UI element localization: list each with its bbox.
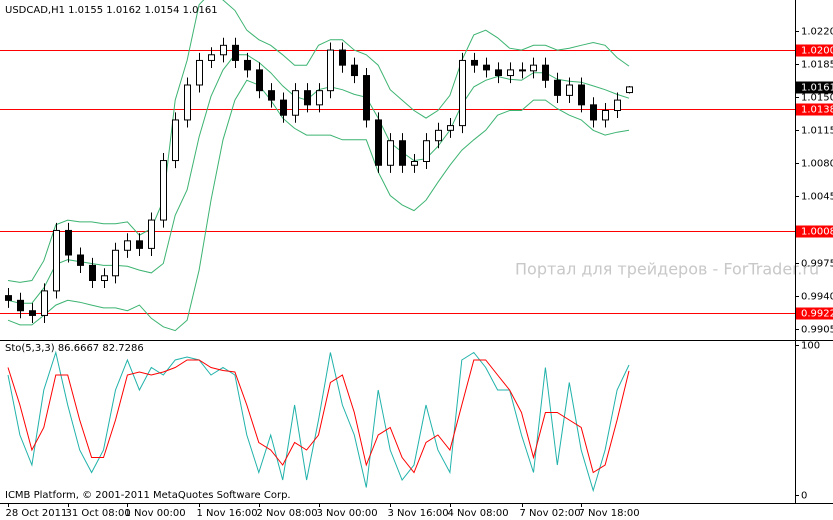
y-tick-label: 0.9940	[801, 292, 833, 303]
y-tick-label: 1.0150	[801, 93, 833, 104]
candle-body	[339, 49, 346, 66]
candle-body	[77, 254, 84, 266]
y-tick-label: 1.0185	[801, 60, 833, 71]
candle-body	[53, 229, 60, 292]
candle-body	[65, 229, 72, 256]
y-tick-label: 1.0115	[801, 126, 833, 137]
candle-body	[148, 219, 155, 249]
candle-body	[614, 99, 621, 112]
watermark: Портал для трейдеров - ForTrader.ru	[515, 260, 819, 279]
candle-body	[112, 249, 119, 277]
candle-body	[423, 140, 430, 163]
candle-body	[41, 290, 48, 316]
x-tick-label: 4 Nov 08:00	[448, 508, 509, 519]
candle-body	[363, 75, 370, 121]
x-tick-label: 1 Nov 16:00	[197, 508, 258, 519]
candle-body	[542, 64, 549, 81]
band-upper	[7, 0, 630, 283]
indicator-y-tick-label: 100	[801, 341, 820, 352]
candle-body	[208, 54, 215, 61]
candle-body	[101, 275, 108, 281]
y-tick-label: 1.0220	[801, 27, 833, 38]
level-tag	[796, 307, 833, 320]
level-tag	[796, 103, 833, 116]
bid-label: 1.0161	[801, 83, 833, 94]
candle-body	[160, 160, 167, 221]
candle-body	[89, 264, 96, 281]
band-lower	[7, 79, 630, 332]
level-tag	[796, 225, 833, 238]
candle-body	[387, 140, 394, 166]
candle-body	[5, 295, 12, 301]
y-tick-label: 1.0045	[801, 192, 833, 203]
candle-body	[530, 64, 537, 72]
candle-body	[459, 59, 466, 127]
x-tick-label: 3 Nov 00:00	[317, 508, 378, 519]
candle-body	[196, 59, 203, 86]
candle-body	[554, 79, 561, 96]
candle-body	[399, 140, 406, 166]
level-label: 1.0138	[801, 105, 833, 116]
y-tick-label: 0.9975	[801, 259, 833, 270]
candle-body	[17, 299, 24, 312]
level-label: 1.0200	[801, 46, 833, 57]
x-tick-label: 7 Nov 18:00	[579, 508, 640, 519]
candle-body	[292, 90, 299, 116]
candle-body	[232, 44, 239, 61]
candle-body	[507, 69, 514, 77]
candle-body	[435, 129, 442, 142]
candle-body	[519, 69, 526, 72]
chart-title: USDCAD,H1 1.0155 1.0162 1.0154 1.0161	[5, 5, 218, 16]
candle-body	[268, 90, 275, 101]
x-tick-label: 7 Nov 02:00	[520, 508, 581, 519]
candle-body	[124, 240, 131, 251]
x-tick-label: 2 Nov 08:00	[257, 508, 318, 519]
y-tick-label: 0.9905	[801, 325, 833, 336]
candle-body	[375, 119, 382, 166]
candle-body	[244, 59, 251, 71]
indicator-label: Sto(5,3,3) 86.6667 82.7286	[5, 343, 144, 354]
level-label: 0.9922	[801, 309, 833, 320]
candle-body	[316, 90, 323, 106]
candle-body	[447, 125, 454, 131]
candle-body	[471, 59, 478, 66]
indicator-y-tick-label: 0	[801, 491, 807, 502]
level-tag	[796, 44, 833, 57]
candle-body	[626, 86, 633, 94]
band-middle	[7, 54, 630, 304]
candle-body	[483, 64, 490, 71]
x-tick-label: 1 Nov 00:00	[125, 508, 186, 519]
candle-body	[566, 84, 573, 96]
candle-body	[495, 69, 502, 77]
candle-body	[351, 64, 358, 77]
bid-tag	[796, 81, 833, 94]
candle-body	[220, 44, 227, 56]
candle-body	[184, 84, 191, 121]
x-tick-label: 31 Oct 08:00	[66, 508, 131, 519]
candle-body	[256, 69, 263, 92]
candle-body	[602, 110, 609, 121]
candle-body	[327, 49, 334, 92]
candle-body	[280, 99, 287, 116]
candle-body	[411, 161, 418, 166]
copyright: ICMB Platform, © 2001-2011 MetaQuotes So…	[5, 490, 291, 501]
candle-body	[29, 310, 36, 316]
candle-body	[172, 119, 179, 162]
stochastic-signal	[7, 359, 630, 474]
candle-body	[304, 90, 311, 106]
indicator-panel	[7, 350, 630, 493]
stochastic-main	[7, 350, 630, 493]
candle-body	[590, 104, 597, 121]
candle-body	[136, 240, 143, 249]
price-panel	[0, 0, 795, 332]
candle-body	[578, 84, 585, 106]
y-tick-label: 1.0080	[801, 159, 833, 170]
x-tick-label: 28 Oct 2011	[6, 508, 68, 519]
level-label: 1.0008	[801, 227, 833, 238]
x-tick-label: 3 Nov 16:00	[388, 508, 449, 519]
